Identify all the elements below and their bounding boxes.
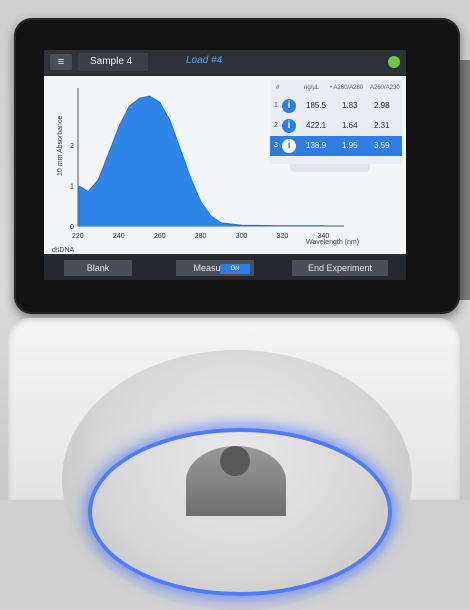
- concentration-value: 138.9: [306, 141, 327, 150]
- x-tick-label: 280: [195, 233, 207, 240]
- dye-label: dsDNA: [52, 247, 75, 254]
- chart-group: 220 240 260 280 300 320 340 0 1 2: [70, 88, 344, 240]
- menu-icon[interactable]: ≡: [50, 54, 72, 70]
- table-collapse-tab[interactable]: [290, 164, 370, 172]
- header-number: #: [276, 85, 280, 91]
- x-tick-label: 220: [72, 233, 84, 240]
- blank-button[interactable]: Blank: [64, 260, 132, 276]
- row-number: 1: [274, 102, 278, 109]
- header-concentration: ng/µL: [304, 85, 320, 91]
- status-icon[interactable]: [388, 56, 400, 68]
- bottom-bar: Blank Measure ON End Experiment: [44, 256, 406, 280]
- x-tick-label: 300: [236, 233, 248, 240]
- x-tick-label: 340: [318, 233, 330, 240]
- absorbance-plot: 10 mm Absorbance Wavelength (nm) dsDNA 2…: [44, 76, 406, 254]
- row-number: 3: [274, 142, 278, 149]
- a260-a230-value: 2.98: [374, 101, 390, 110]
- table-header: # ng/µL • A260/A280 A260/A230: [270, 80, 402, 96]
- x-axis-label: Wavelength (nm): [306, 239, 359, 246]
- load-label: Load #4: [186, 55, 223, 66]
- y-tick-label: 1: [70, 183, 74, 190]
- x-tick-label: 260: [154, 233, 166, 240]
- a260-a230-value: 3.59: [374, 141, 390, 150]
- touchscreen: ≡ Sample 4 Load #4 10 mm Absorbance Wave…: [44, 50, 406, 280]
- table-row[interactable]: 1 i 185.5 1.83 2.98: [270, 96, 402, 116]
- measure-on-toggle[interactable]: ON: [220, 264, 250, 274]
- a260-a280-value: 1.64: [342, 121, 358, 130]
- pedestal-top: [220, 446, 250, 476]
- header-a260-a280: • A260/A280: [330, 85, 364, 91]
- concentration-value: 185.5: [306, 101, 327, 110]
- absorbance-area: [77, 95, 324, 227]
- top-bar: ≡ Sample 4 Load #4: [44, 50, 406, 74]
- y-tick-label: 2: [70, 143, 74, 150]
- x-tick-label: 240: [113, 233, 125, 240]
- header-a260-a230: A260/A230: [370, 85, 400, 91]
- table-row-selected[interactable]: 3 i 138.9 1.95 3.59: [270, 136, 402, 156]
- info-icon[interactable]: i: [282, 119, 296, 133]
- table-row[interactable]: 2 i 422.1 1.64 2.31: [270, 116, 402, 136]
- y-axis-label: 10 mm Absorbance: [57, 116, 64, 176]
- a260-a280-value: 1.95: [342, 141, 358, 150]
- y-tick-label: 0: [70, 224, 74, 231]
- x-tick-label: 320: [277, 233, 289, 240]
- concentration-value: 422.1: [306, 121, 327, 130]
- info-icon[interactable]: i: [282, 139, 296, 153]
- info-icon[interactable]: i: [282, 99, 296, 113]
- a260-a280-value: 1.83: [342, 101, 358, 110]
- end-experiment-button[interactable]: End Experiment: [292, 260, 388, 276]
- sample-name-field[interactable]: Sample 4: [78, 53, 148, 71]
- results-table: # ng/µL • A260/A280 A260/A230 1 i 185.5 …: [270, 80, 402, 164]
- row-number: 2: [274, 122, 278, 129]
- a260-a230-value: 2.31: [374, 121, 390, 130]
